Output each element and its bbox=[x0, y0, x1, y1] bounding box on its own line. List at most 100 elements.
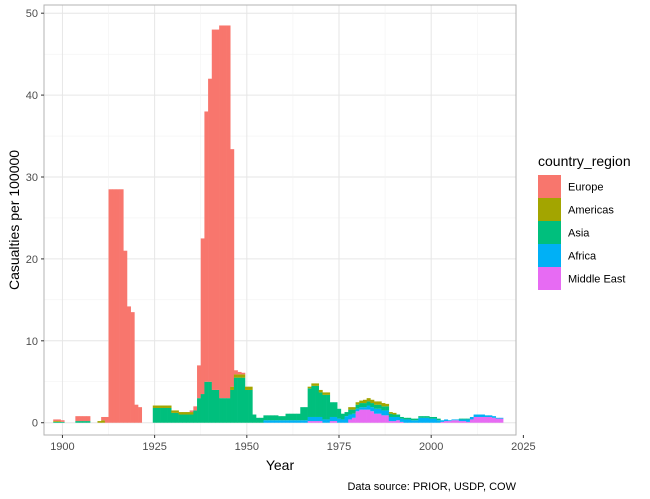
bar-asia-1992 bbox=[399, 416, 404, 419]
bar-europe-1938 bbox=[200, 238, 205, 395]
bar-asia-1982 bbox=[362, 403, 367, 408]
bar-americas-1926 bbox=[156, 405, 161, 408]
bar-americas-1979 bbox=[351, 407, 356, 410]
bar-americas-1978 bbox=[348, 407, 353, 410]
bar-middle-east-1968 bbox=[311, 421, 316, 423]
bar-asia-1925 bbox=[152, 407, 157, 423]
bar-americas-1980 bbox=[355, 402, 360, 405]
bar-asia-1935 bbox=[189, 414, 194, 423]
legend-swatch-americas bbox=[538, 198, 561, 221]
bar-americas-1927 bbox=[160, 405, 165, 408]
bar-africa-1975 bbox=[337, 418, 342, 423]
bar-africa-1996 bbox=[414, 420, 419, 423]
bar-asia-1941 bbox=[211, 389, 216, 423]
bar-americas-1984 bbox=[370, 399, 375, 404]
bar-asia-2008 bbox=[458, 418, 463, 420]
bar-africa-1988 bbox=[385, 410, 390, 416]
bar-europe-1949 bbox=[241, 372, 246, 375]
bar-asia-1953 bbox=[256, 417, 261, 423]
bar-middle-east-2008 bbox=[458, 421, 463, 423]
bar-americas-1972 bbox=[326, 392, 331, 395]
bar-africa-2014 bbox=[480, 414, 485, 417]
bar-africa-1992 bbox=[399, 418, 404, 422]
bar-middle-east-1988 bbox=[385, 415, 390, 423]
x-tick-label: 2025 bbox=[511, 441, 535, 453]
bar-asia-1949 bbox=[241, 377, 246, 423]
bar-middle-east-1967 bbox=[307, 421, 312, 423]
bar-africa-1956 bbox=[267, 420, 272, 423]
bar-asia-1961 bbox=[285, 413, 290, 421]
bar-europe-1942 bbox=[215, 29, 220, 390]
bar-asia-1951 bbox=[248, 389, 253, 423]
bar-americas-1971 bbox=[322, 392, 327, 395]
bar-africa-1998 bbox=[421, 417, 426, 423]
bar-asia-1972 bbox=[326, 394, 331, 420]
bar-americas-1930 bbox=[171, 410, 176, 413]
bar-asia-1981 bbox=[359, 403, 364, 408]
bar-africa-1967 bbox=[307, 416, 312, 422]
bar-europe-1935 bbox=[189, 410, 194, 413]
bar-asia-1943 bbox=[219, 398, 224, 423]
bar-asia-1904 bbox=[75, 421, 80, 423]
bar-americas-1949 bbox=[241, 374, 246, 378]
bar-europe-1919 bbox=[130, 312, 135, 423]
bar-europe-1947 bbox=[233, 370, 238, 375]
bar-asia-2010 bbox=[466, 418, 471, 420]
bar-europe-1945 bbox=[226, 25, 231, 399]
y-tick-label: 10 bbox=[26, 336, 38, 348]
bar-middle-east-1983 bbox=[366, 409, 371, 423]
bar-asia-1998 bbox=[421, 416, 426, 418]
bar-asia-1997 bbox=[418, 416, 423, 418]
bar-americas-1970 bbox=[318, 389, 323, 393]
bar-asia-1957 bbox=[270, 415, 275, 421]
bar-europe-1918 bbox=[126, 306, 131, 423]
bar-africa-1957 bbox=[270, 420, 275, 423]
bar-americas-1946 bbox=[230, 386, 235, 390]
bar-middle-east-1979 bbox=[351, 417, 356, 423]
bar-americas-1899 bbox=[56, 421, 61, 422]
bar-americas-1951 bbox=[248, 386, 253, 390]
bar-africa-1969 bbox=[315, 416, 320, 422]
legend-swatch-asia bbox=[538, 221, 561, 244]
bar-europe-1941 bbox=[211, 29, 216, 390]
axis-ticks: 1900 1925 1950 1975 2000 2025 0 10 20 30 40 50 bbox=[26, 8, 536, 453]
bar-asia-1965 bbox=[300, 407, 305, 421]
legend-label-middle-east: Middle East bbox=[568, 274, 625, 286]
bar-asia-1971 bbox=[322, 394, 327, 420]
bar-africa-2007 bbox=[455, 419, 460, 421]
bar-middle-east-2015 bbox=[484, 416, 489, 423]
bar-africa-1976 bbox=[340, 419, 345, 423]
bar-asia-1947 bbox=[233, 377, 238, 423]
legend-label-asia: Asia bbox=[568, 228, 590, 240]
bar-americas-1989 bbox=[388, 412, 393, 414]
bar-europe-1916 bbox=[119, 189, 124, 423]
bar-africa-1970 bbox=[318, 416, 323, 422]
bar-africa-1982 bbox=[362, 407, 367, 410]
bar-africa-2005 bbox=[447, 420, 452, 422]
bar-americas-1969 bbox=[315, 383, 320, 386]
bar-middle-east-1980 bbox=[355, 411, 360, 423]
bar-asia-1988 bbox=[385, 406, 390, 411]
bar-asia-1939 bbox=[204, 381, 209, 423]
bar-asia-1993 bbox=[403, 417, 408, 420]
y-tick-label: 30 bbox=[26, 172, 38, 184]
bar-asia-1929 bbox=[167, 407, 172, 423]
y-tick-label: 50 bbox=[26, 8, 38, 20]
bar-asia-1930 bbox=[171, 412, 176, 423]
bar-europe-1914 bbox=[112, 189, 117, 423]
bar-middle-east-2017 bbox=[492, 417, 497, 423]
bar-asia-1976 bbox=[340, 413, 345, 420]
bar-asia-1975 bbox=[337, 408, 342, 419]
bar-africa-1974 bbox=[333, 416, 338, 422]
bar-asia-2002 bbox=[436, 418, 441, 421]
x-axis-title: Year bbox=[266, 457, 295, 473]
y-tick-label: 20 bbox=[26, 254, 38, 266]
bar-americas-1934 bbox=[185, 412, 190, 415]
bar-asia-1991 bbox=[396, 414, 401, 417]
bar-europe-1944 bbox=[222, 25, 227, 399]
bar-middle-east-1981 bbox=[359, 409, 364, 423]
bar-asia-1945 bbox=[226, 398, 231, 423]
bar-middle-east-1982 bbox=[362, 409, 367, 423]
bar-americas-1948 bbox=[237, 374, 242, 378]
bar-asia-1931 bbox=[174, 412, 179, 423]
